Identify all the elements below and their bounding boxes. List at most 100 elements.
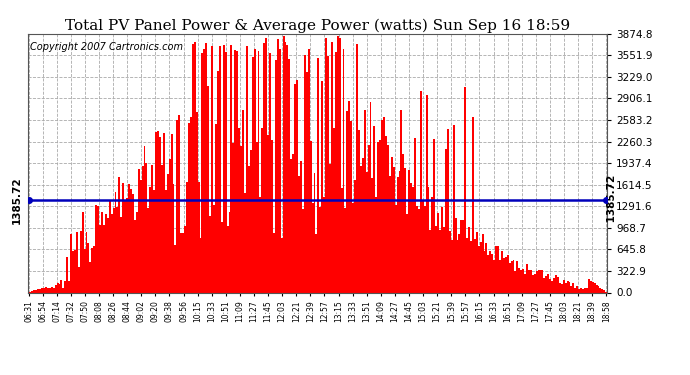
- Bar: [351, 121, 352, 292]
- Bar: [389, 176, 391, 292]
- Bar: [400, 110, 402, 292]
- Bar: [170, 134, 172, 292]
- Bar: [110, 214, 112, 292]
- Bar: [549, 279, 551, 292]
- Bar: [182, 233, 184, 292]
- Bar: [559, 283, 561, 292]
- Bar: [493, 261, 495, 292]
- Bar: [588, 279, 590, 292]
- Bar: [165, 190, 167, 292]
- Bar: [381, 120, 383, 292]
- Bar: [482, 234, 484, 292]
- Bar: [290, 159, 293, 292]
- Bar: [571, 286, 573, 292]
- Bar: [180, 232, 182, 292]
- Bar: [329, 164, 331, 292]
- Bar: [194, 42, 196, 292]
- Bar: [433, 139, 435, 292]
- Bar: [410, 183, 412, 292]
- Bar: [281, 238, 283, 292]
- Bar: [600, 288, 602, 292]
- Bar: [47, 288, 49, 292]
- Bar: [422, 201, 424, 292]
- Bar: [412, 187, 414, 292]
- Bar: [472, 117, 474, 292]
- Bar: [246, 46, 248, 292]
- Bar: [576, 286, 578, 292]
- Bar: [225, 53, 226, 292]
- Bar: [215, 124, 217, 292]
- Bar: [335, 52, 337, 292]
- Bar: [204, 49, 206, 292]
- Bar: [228, 211, 230, 292]
- Bar: [119, 177, 120, 292]
- Bar: [33, 291, 35, 292]
- Bar: [197, 182, 199, 292]
- Bar: [395, 205, 397, 292]
- Bar: [105, 214, 107, 292]
- Bar: [404, 168, 406, 292]
- Bar: [90, 262, 91, 292]
- Bar: [306, 72, 308, 292]
- Bar: [238, 128, 240, 292]
- Bar: [535, 272, 538, 292]
- Bar: [283, 36, 284, 292]
- Bar: [402, 154, 404, 292]
- Bar: [284, 42, 286, 292]
- Bar: [542, 270, 544, 292]
- Bar: [317, 58, 319, 292]
- Bar: [375, 196, 377, 292]
- Bar: [391, 157, 393, 292]
- Bar: [491, 254, 493, 292]
- Bar: [380, 140, 381, 292]
- Bar: [37, 290, 39, 292]
- Bar: [120, 217, 122, 292]
- Bar: [592, 282, 593, 292]
- Bar: [544, 278, 545, 292]
- Bar: [476, 232, 477, 292]
- Bar: [128, 184, 130, 292]
- Bar: [578, 289, 580, 292]
- Bar: [445, 149, 447, 292]
- Bar: [341, 188, 342, 292]
- Bar: [538, 270, 540, 292]
- Bar: [590, 280, 592, 292]
- Bar: [61, 280, 62, 292]
- Bar: [524, 274, 526, 292]
- Bar: [196, 112, 197, 292]
- Bar: [124, 200, 126, 292]
- Bar: [574, 288, 576, 292]
- Bar: [399, 171, 400, 292]
- Bar: [233, 144, 235, 292]
- Bar: [130, 189, 132, 292]
- Bar: [545, 276, 547, 292]
- Bar: [255, 142, 257, 292]
- Bar: [370, 102, 371, 292]
- Bar: [41, 288, 43, 292]
- Bar: [511, 261, 513, 292]
- Bar: [236, 51, 238, 292]
- Bar: [325, 38, 327, 292]
- Bar: [240, 146, 242, 292]
- Bar: [480, 242, 482, 292]
- Bar: [443, 227, 445, 292]
- Bar: [167, 174, 168, 292]
- Bar: [213, 205, 215, 292]
- Bar: [319, 207, 322, 292]
- Bar: [322, 81, 323, 292]
- Bar: [45, 287, 47, 292]
- Bar: [271, 140, 273, 292]
- Bar: [439, 230, 441, 292]
- Bar: [455, 218, 457, 292]
- Bar: [68, 281, 70, 292]
- Bar: [426, 95, 428, 292]
- Bar: [506, 255, 509, 292]
- Bar: [516, 261, 518, 292]
- Bar: [435, 225, 437, 292]
- Bar: [219, 46, 221, 292]
- Bar: [206, 43, 207, 292]
- Bar: [487, 255, 489, 292]
- Title: Total PV Panel Power & Average Power (watts) Sun Sep 16 18:59: Total PV Panel Power & Average Power (wa…: [65, 18, 570, 33]
- Bar: [602, 289, 603, 292]
- Bar: [356, 44, 358, 292]
